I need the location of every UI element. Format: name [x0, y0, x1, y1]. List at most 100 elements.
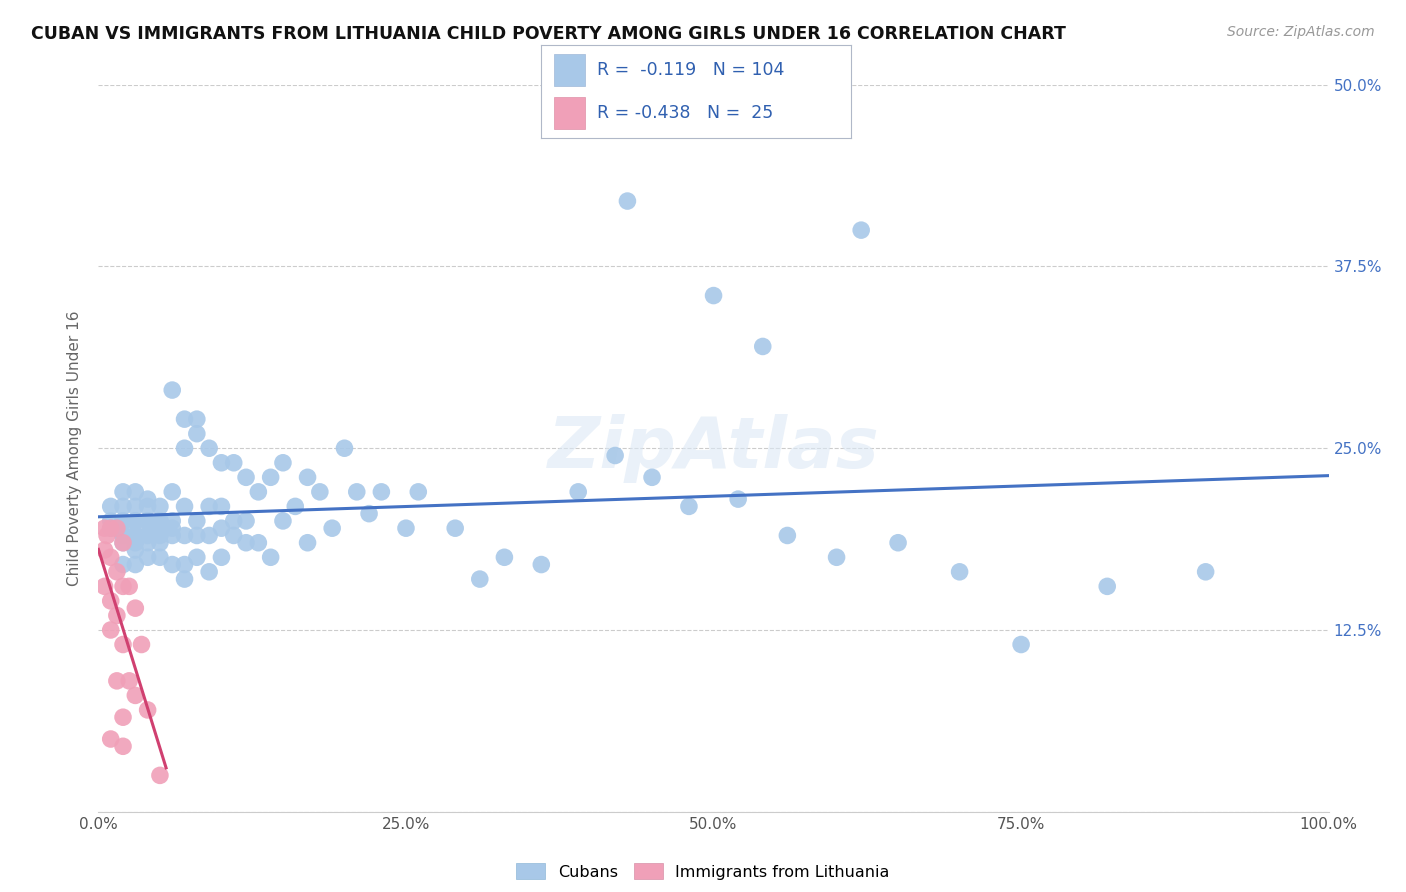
Point	[149, 500, 172, 514]
Point	[162, 383, 183, 397]
Point	[1195, 565, 1218, 579]
Point	[186, 550, 208, 565]
Point	[849, 223, 872, 237]
Point	[297, 470, 319, 484]
Point	[211, 500, 233, 514]
Point	[105, 673, 128, 688]
Bar	[554, 54, 585, 86]
Point	[93, 579, 115, 593]
Point	[112, 500, 135, 514]
Point	[173, 500, 195, 514]
Point	[247, 535, 270, 549]
Point	[124, 500, 146, 514]
Point	[198, 500, 221, 514]
Text: CUBAN VS IMMIGRANTS FROM LITHUANIA CHILD POVERTY AMONG GIRLS UNDER 16 CORRELATIO: CUBAN VS IMMIGRANTS FROM LITHUANIA CHILD…	[31, 25, 1066, 43]
Point	[211, 456, 233, 470]
Point	[149, 514, 172, 528]
Point	[162, 521, 183, 535]
Text: R = -0.438   N =  25: R = -0.438 N = 25	[598, 104, 773, 122]
Point	[149, 528, 172, 542]
Point	[346, 484, 368, 499]
Point	[105, 521, 128, 535]
Point	[703, 288, 725, 302]
Point	[105, 565, 128, 579]
Point	[359, 507, 381, 521]
Point	[136, 528, 159, 542]
Point	[112, 514, 135, 528]
Point	[494, 550, 516, 565]
Point	[530, 558, 553, 572]
Point	[825, 550, 848, 565]
Point	[96, 528, 118, 542]
Point	[112, 484, 135, 499]
Point	[678, 500, 700, 514]
Point	[271, 456, 294, 470]
Point	[105, 608, 128, 623]
Point	[100, 594, 122, 608]
Point	[727, 492, 749, 507]
Point	[112, 535, 135, 549]
Point	[321, 521, 343, 535]
Point	[136, 550, 159, 565]
Point	[173, 558, 195, 572]
Point	[198, 442, 221, 455]
Point	[567, 484, 589, 499]
Point	[131, 638, 153, 652]
Point	[124, 484, 146, 499]
Point	[100, 500, 122, 514]
Point	[1010, 638, 1032, 652]
Point	[260, 550, 283, 565]
Point	[408, 484, 430, 499]
Y-axis label: Child Poverty Among Girls Under 16: Child Poverty Among Girls Under 16	[67, 310, 83, 586]
Point	[235, 514, 257, 528]
Legend: Cubans, Immigrants from Lithuania: Cubans, Immigrants from Lithuania	[516, 863, 890, 880]
Point	[124, 514, 146, 528]
Point	[641, 470, 664, 484]
Point	[149, 514, 172, 528]
Point	[211, 550, 233, 565]
Point	[222, 528, 245, 542]
Point	[118, 673, 141, 688]
Point	[235, 535, 257, 549]
Point	[112, 535, 135, 549]
Point	[124, 528, 146, 542]
Point	[118, 579, 141, 593]
Point	[136, 514, 159, 528]
Point	[100, 731, 122, 746]
Point	[124, 543, 146, 558]
Point	[284, 500, 307, 514]
Point	[112, 521, 135, 535]
Bar	[554, 97, 585, 129]
Point	[211, 521, 233, 535]
Point	[162, 528, 183, 542]
Point	[1097, 579, 1119, 593]
Point	[752, 339, 775, 353]
Point	[112, 528, 135, 542]
Point	[124, 558, 146, 572]
Point	[149, 521, 172, 535]
Point	[149, 535, 172, 549]
Point	[162, 514, 183, 528]
Point	[198, 528, 221, 542]
Point	[124, 601, 146, 615]
Point	[173, 528, 195, 542]
Point	[247, 484, 270, 499]
Point	[100, 521, 122, 535]
Point	[776, 528, 799, 542]
Point	[333, 442, 356, 455]
Point	[271, 514, 294, 528]
Point	[100, 550, 122, 565]
Point	[124, 689, 146, 703]
Point	[124, 514, 146, 528]
Point	[112, 528, 135, 542]
Point	[395, 521, 418, 535]
Point	[124, 528, 146, 542]
Point	[136, 703, 159, 717]
Point	[198, 565, 221, 579]
Text: ZipAtlas: ZipAtlas	[548, 414, 879, 483]
Point	[222, 514, 245, 528]
Point	[112, 558, 135, 572]
Point	[173, 412, 195, 426]
Point	[605, 449, 627, 463]
Text: R =  -0.119   N = 104: R = -0.119 N = 104	[598, 61, 785, 78]
